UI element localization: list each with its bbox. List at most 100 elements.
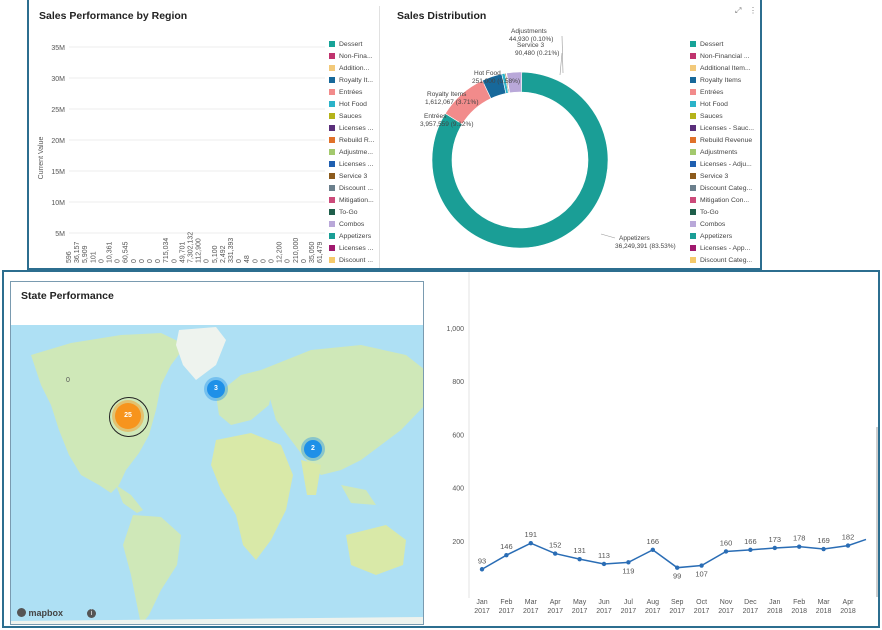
legend-swatch: [690, 113, 696, 119]
legend-item[interactable]: Appetizers: [690, 233, 732, 240]
legend-item[interactable]: Discount ...: [329, 257, 373, 264]
legend-item[interactable]: Rebuild Revenue: [690, 137, 752, 144]
region-bar-label: 0: [155, 259, 162, 263]
legend-swatch: [329, 65, 335, 71]
legend-item[interactable]: Licenses ...: [329, 161, 373, 168]
line-x-tick-month: Apr: [550, 599, 562, 606]
legend-item[interactable]: Licenses ...: [329, 125, 373, 132]
legend-swatch: [329, 125, 335, 131]
legend-label: Licenses ...: [339, 125, 374, 132]
line-series-path: [481, 538, 867, 570]
region-bar-label: 331,393: [228, 238, 235, 263]
legend-item[interactable]: Adjustments: [690, 149, 737, 156]
donut-leader-line: [561, 35, 564, 74]
line-y-tick: 200: [452, 539, 464, 546]
distribution-legend: Dessert Non-Financial ... Additional Item.…: [690, 41, 760, 268]
legend-item[interactable]: Entrées: [690, 89, 723, 96]
line-y-tick: 800: [452, 379, 464, 386]
legend-item[interactable]: Adjustme...: [329, 149, 373, 156]
legend-item[interactable]: Licenses ...: [329, 245, 373, 252]
line-point-label: 119: [622, 566, 634, 575]
legend-item[interactable]: Royalty It...: [329, 77, 373, 84]
legend-swatch: [329, 197, 335, 203]
line-x-tick-year: 2017: [718, 608, 734, 615]
line-point-label: 166: [744, 537, 757, 546]
line-point: [650, 547, 655, 553]
cluster-marker-25[interactable]: 25: [115, 403, 141, 429]
legend-label: Rebuild Revenue: [700, 137, 753, 144]
legend-label: Discount Categ...: [700, 257, 753, 264]
legend-item[interactable]: Combos: [329, 221, 364, 228]
legend-label: Discount ...: [339, 257, 373, 264]
scrollbar[interactable]: [876, 427, 879, 597]
world-map[interactable]: 25 3 2 0 mapbox i: [11, 325, 423, 624]
region-bar-label: 596: [66, 251, 73, 263]
legend-item[interactable]: Dessert: [690, 41, 723, 48]
region-bar-label: 0: [252, 259, 259, 263]
legend-swatch: [329, 161, 335, 167]
region-legend: Dessert Non-Fina... Addition... Royalty It.…: [329, 41, 389, 268]
donut-label-value: 90,480 (0.21%): [515, 50, 559, 57]
line-point-label: 182: [842, 533, 855, 542]
legend-item[interactable]: Discount Categ...: [690, 257, 752, 264]
legend-item[interactable]: Hot Food: [329, 101, 367, 108]
legend-swatch: [690, 233, 696, 239]
region-bar-label: 0: [269, 259, 276, 263]
legend-item[interactable]: To-Go: [690, 209, 719, 216]
legend-item[interactable]: Hot Food: [690, 101, 728, 108]
legend-item[interactable]: Discount Categ...: [690, 185, 752, 192]
legend-item[interactable]: Royalty Items: [690, 77, 741, 84]
line-point: [601, 561, 607, 567]
more-menu-icon[interactable]: ⋮: [749, 6, 757, 15]
legend-item[interactable]: Additional Item...: [690, 65, 751, 72]
dummy: [115, 325, 151, 359]
legend-item[interactable]: Non-Fina...: [329, 53, 373, 60]
legend-item[interactable]: Sauces: [329, 113, 362, 120]
line-x-tick-month: Jul: [624, 599, 633, 606]
donut-label-name: Entrées: [424, 113, 447, 120]
legend-item[interactable]: To-Go: [329, 209, 358, 216]
region-y-tick: 20M: [51, 138, 65, 145]
legend-item[interactable]: Addition...: [329, 65, 369, 72]
line-x-tick-year: 2018: [791, 608, 807, 615]
legend-item[interactable]: Mitigation Con...: [690, 197, 749, 204]
region-bar-chart[interactable]: Current Value 35M 30M 25M 20M 15M 10M 5M 596 36…: [29, 0, 379, 270]
region-y-tick: 30M: [51, 76, 65, 83]
legend-item[interactable]: Licenses - Sauc...: [690, 125, 754, 132]
line-x-tick-month: May: [573, 599, 587, 606]
legend-item[interactable]: Mitigation...: [329, 197, 374, 204]
cluster-marker-3[interactable]: 3: [207, 380, 225, 398]
legend-label: Dessert: [700, 41, 724, 48]
line-x-tick-month: Apr: [843, 599, 855, 606]
legend-item[interactable]: Service 3: [329, 173, 367, 180]
legend-item[interactable]: Combos: [690, 221, 725, 228]
donut-label-name: Service 3: [517, 42, 544, 49]
legend-item[interactable]: Sauces: [690, 113, 723, 120]
region-bar-label: 0: [171, 259, 178, 263]
legend-item[interactable]: Appetizers: [329, 233, 371, 240]
cluster-marker-2[interactable]: 2: [304, 440, 322, 458]
legend-label: Appetizers: [700, 233, 733, 240]
legend-item[interactable]: Licenses - Adju...: [690, 161, 752, 168]
legend-item[interactable]: Dessert: [329, 41, 362, 48]
donut-slice: [431, 71, 609, 249]
monthly-line-chart[interactable]: 1,000 800 600 400 200 93 146 191 152 131 113 119 16…: [434, 272, 880, 628]
line-point-label: 169: [817, 536, 830, 545]
expand-icon[interactable]: ⤢: [735, 6, 742, 15]
legend-item[interactable]: Licenses - App...: [690, 245, 750, 252]
legend-item[interactable]: Service 3: [690, 173, 728, 180]
legend-item[interactable]: Rebuild R...: [329, 137, 375, 144]
panel-divider: [379, 6, 380, 268]
legend-item[interactable]: Discount ...: [329, 185, 373, 192]
donut-label-name: Appetizers: [619, 235, 650, 242]
legend-swatch: [329, 173, 335, 179]
legend-item[interactable]: Entrées: [329, 89, 362, 96]
legend-item[interactable]: Non-Financial ...: [690, 53, 750, 60]
legend-label: Licenses - Adju...: [700, 161, 752, 168]
line-point-label: 191: [525, 530, 538, 539]
info-icon[interactable]: i: [87, 609, 96, 618]
legend-swatch: [690, 65, 696, 71]
mapbox-attribution[interactable]: mapbox: [17, 608, 63, 618]
line-point: [748, 547, 753, 553]
